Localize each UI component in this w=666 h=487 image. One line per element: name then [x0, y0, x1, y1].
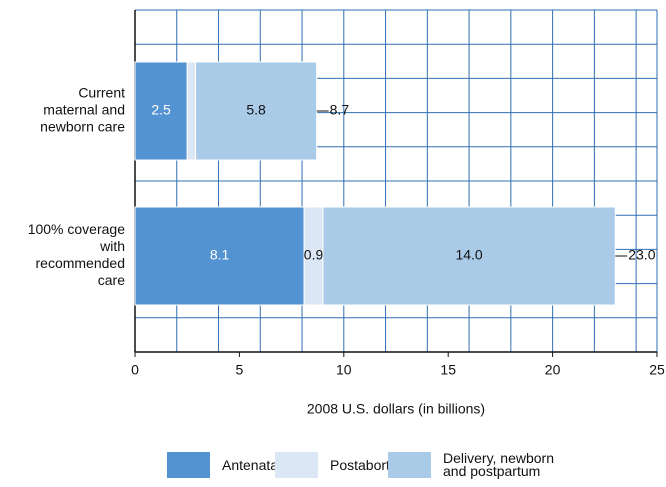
y-tick-label: Current	[78, 85, 125, 101]
x-tick-label: 15	[440, 362, 456, 378]
y-tick-label: maternal and	[43, 102, 125, 118]
bar-segment	[195, 61, 318, 161]
total-label: 8.7	[330, 102, 350, 118]
y-tick-label: recommended	[36, 255, 126, 271]
legend-item: Antenatal	[167, 452, 281, 478]
data-label: 8.1	[210, 247, 230, 263]
x-tick-label: 0	[131, 362, 139, 378]
y-tick-label: 100% coverage	[28, 221, 126, 237]
data-label: 2.5	[151, 102, 171, 118]
x-tick-label: 25	[649, 362, 665, 378]
legend-swatch	[167, 452, 210, 478]
bar-segment	[186, 61, 197, 161]
x-axis-label: 2008 U.S. dollars (in billions)	[307, 401, 485, 417]
total-label: 23.0	[628, 247, 655, 263]
y-tick-label: newborn care	[40, 119, 125, 135]
bar-segment	[322, 206, 616, 306]
legend-swatch	[388, 452, 431, 478]
x-tick-label: 5	[236, 362, 244, 378]
bar-segment	[134, 206, 305, 306]
y-tick-label: with	[99, 238, 125, 254]
legend-swatch	[275, 452, 318, 478]
data-label: 5.8	[246, 102, 266, 118]
y-tick-label: care	[98, 272, 125, 288]
data-label: 0.9	[304, 247, 324, 263]
x-tick-label: 10	[336, 362, 352, 378]
legend-item: Delivery, newborn and postpartum	[388, 450, 568, 479]
data-label: 14.0	[455, 247, 482, 263]
legend-label: Antenatal	[222, 456, 282, 473]
legend-label: Delivery, newborn and postpartum	[443, 450, 555, 479]
x-tick-label: 20	[545, 362, 561, 378]
